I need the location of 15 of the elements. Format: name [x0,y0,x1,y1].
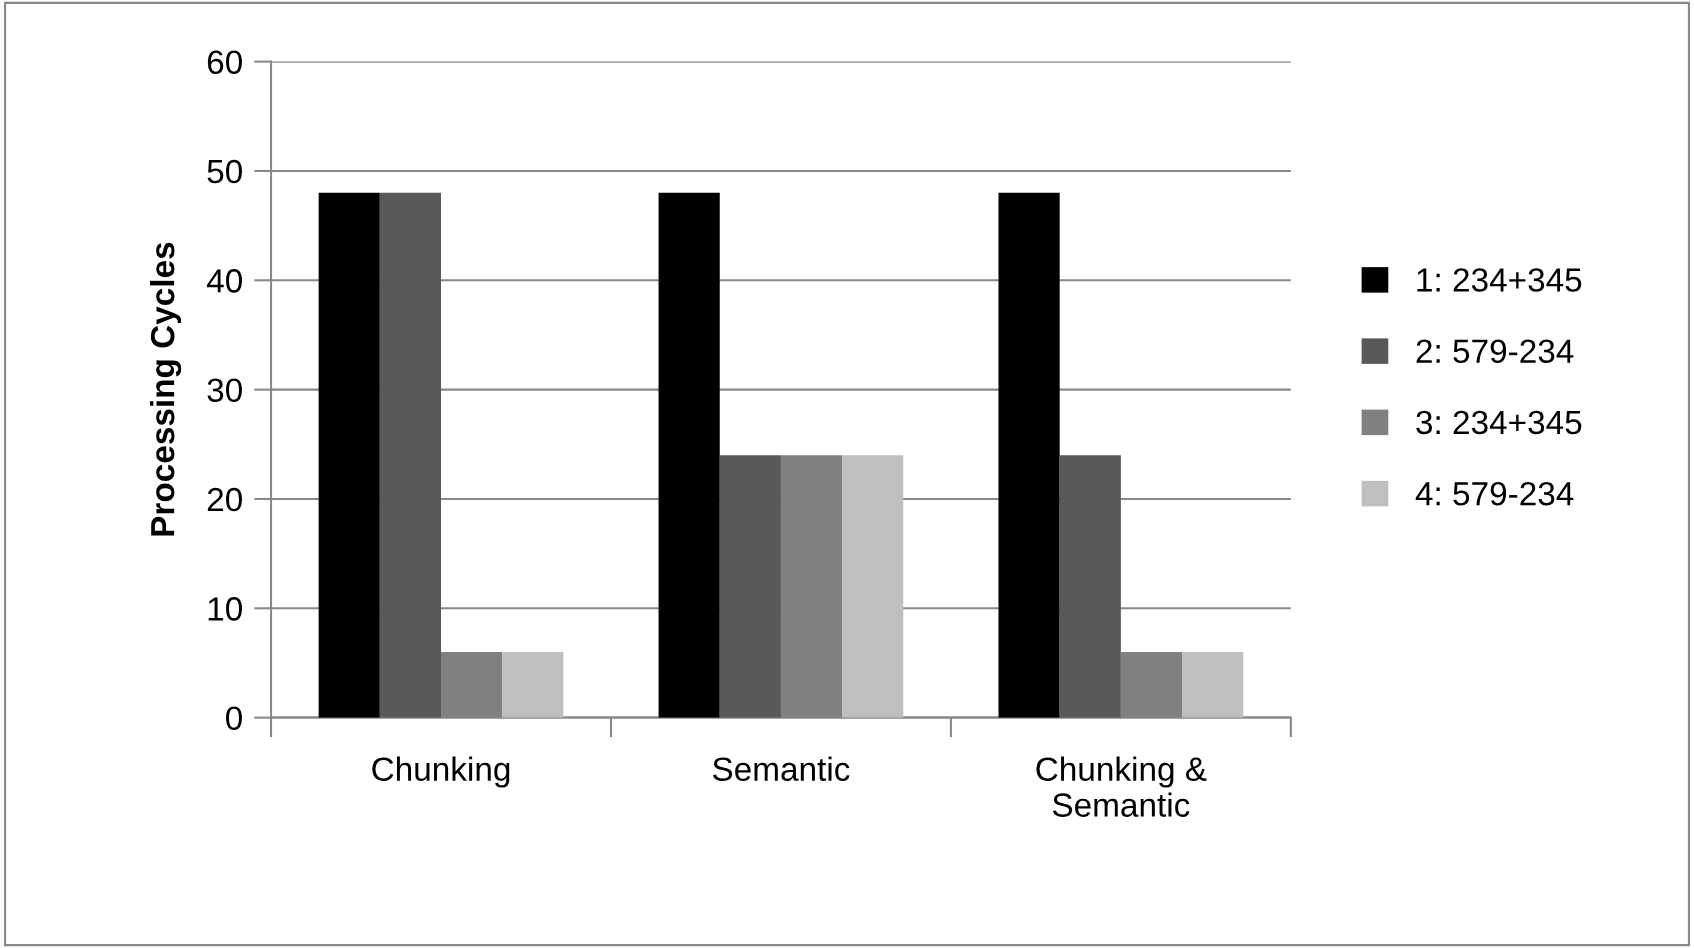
y-axis-title: Processing Cycles [149,242,182,536]
y-tick-label: 60 [207,50,242,75]
legend-label: 1: 234+345 [1417,268,1582,292]
x-tick-label: Chunking [372,756,510,788]
x-tick-label: Semantic [712,756,850,782]
legend-label: 4: 579-234 [1415,481,1574,506]
legend-label: 2: 579-234 [1416,339,1574,364]
y-tick-label: 10 [208,597,242,621]
y-tick-label: 40 [206,269,242,293]
x-tick-label: Chunking & Semantic [1036,756,1207,817]
y-tick-label: 50 [207,159,242,184]
y-tick-label: 30 [207,378,242,403]
y-tick-label: 0 [226,706,242,731]
y-tick-label: 20 [207,487,242,512]
legend-label: 3: 234+345 [1416,410,1582,435]
